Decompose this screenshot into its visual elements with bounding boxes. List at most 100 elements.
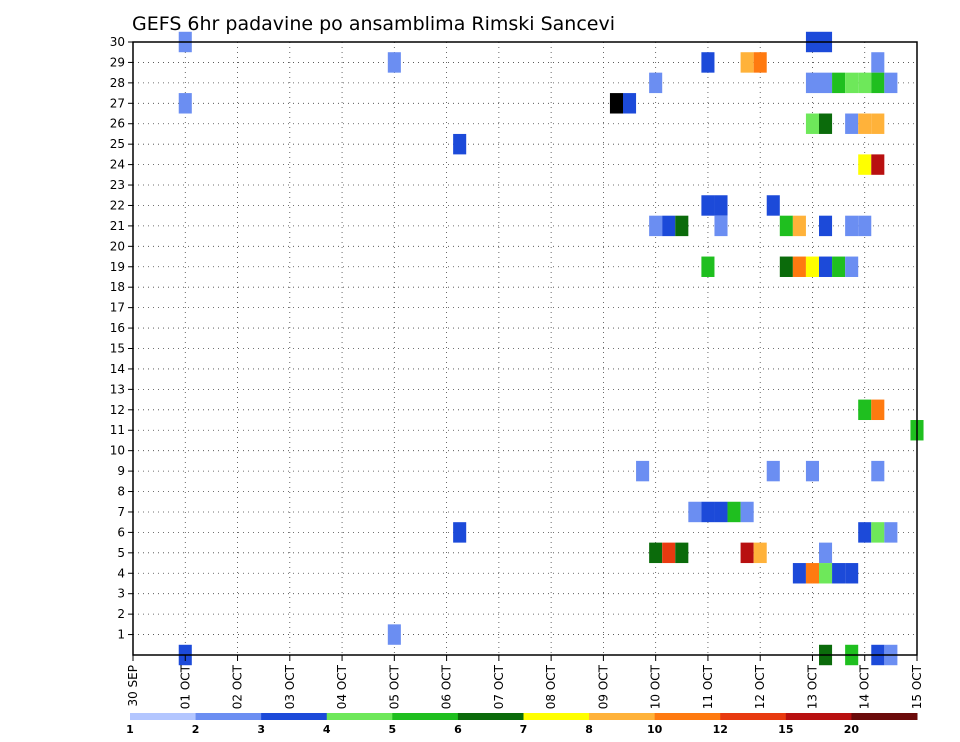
precip-cell bbox=[779, 256, 793, 277]
colorbar-swatch bbox=[130, 713, 197, 720]
precip-cell bbox=[805, 72, 819, 94]
precip-cell bbox=[792, 256, 806, 277]
data-cells bbox=[178, 31, 924, 666]
precip-cell bbox=[871, 399, 885, 421]
y-tick-label: 14 bbox=[110, 362, 125, 376]
precip-cell bbox=[387, 624, 401, 645]
precip-cell bbox=[845, 256, 859, 277]
x-tick-label: 30 SEP bbox=[126, 665, 140, 707]
precip-cell bbox=[871, 72, 885, 94]
precip-cell bbox=[858, 215, 872, 237]
x-tick-label: 12 OCT bbox=[753, 664, 767, 709]
colorbar-label: 5 bbox=[389, 723, 397, 736]
y-tick-label: 10 bbox=[110, 444, 125, 458]
precip-cell bbox=[779, 215, 793, 237]
y-tick-label: 13 bbox=[110, 382, 125, 396]
precip-cell bbox=[662, 542, 676, 564]
precip-cell bbox=[845, 113, 859, 134]
precip-cell bbox=[701, 501, 715, 523]
precip-cell bbox=[845, 563, 859, 584]
precip-cell bbox=[792, 563, 806, 584]
precip-cell bbox=[714, 501, 728, 523]
y-tick-label: 3 bbox=[117, 587, 125, 601]
colorbar-swatch bbox=[589, 713, 656, 720]
colorbar-swatch bbox=[851, 713, 918, 720]
y-tick-label: 5 bbox=[117, 546, 125, 560]
precip-cell bbox=[740, 542, 754, 564]
y-tick-label: 26 bbox=[110, 117, 125, 131]
precip-cell bbox=[805, 256, 819, 277]
precip-cell bbox=[845, 72, 859, 94]
precip-cell bbox=[871, 522, 885, 543]
precip-cell bbox=[623, 93, 637, 114]
x-tick-label: 03 OCT bbox=[283, 664, 297, 709]
precip-cell bbox=[675, 215, 689, 237]
y-tick-label: 7 bbox=[117, 505, 125, 519]
x-axis: 30 SEP 01 OCT 02 OCT 03 OCT 04 OCT 05 OCT 06 O… bbox=[126, 655, 924, 709]
precip-cell bbox=[453, 133, 467, 155]
y-tick-label: 20 bbox=[110, 239, 125, 253]
y-axis: 1234567891011121314151617181920212223242… bbox=[110, 35, 133, 642]
precip-cell bbox=[740, 52, 754, 73]
x-tick-label: 06 OCT bbox=[440, 664, 454, 709]
y-tick-label: 15 bbox=[110, 342, 125, 356]
precip-cell bbox=[805, 113, 819, 134]
x-tick-label: 08 OCT bbox=[544, 664, 558, 709]
y-tick-label: 28 bbox=[110, 76, 125, 90]
precip-cell bbox=[858, 522, 872, 543]
precip-cell bbox=[819, 563, 833, 584]
y-tick-label: 6 bbox=[117, 525, 125, 539]
precip-cell bbox=[727, 501, 741, 523]
x-tick-label: 05 OCT bbox=[387, 664, 401, 709]
colorbar-swatch bbox=[785, 713, 852, 720]
precip-cell bbox=[819, 113, 833, 134]
precip-cell bbox=[740, 501, 754, 523]
y-tick-label: 21 bbox=[110, 219, 125, 233]
colorbar-label: 4 bbox=[323, 723, 331, 736]
y-tick-label: 17 bbox=[110, 301, 125, 315]
precip-cell bbox=[766, 195, 780, 216]
x-tick-label: 14 OCT bbox=[858, 664, 872, 709]
colorbar-label: 1 bbox=[126, 723, 134, 736]
precip-cell bbox=[609, 93, 623, 114]
y-tick-label: 9 bbox=[117, 464, 125, 478]
precip-cell bbox=[884, 72, 898, 94]
precip-cell bbox=[688, 501, 702, 523]
precip-cell bbox=[714, 215, 728, 237]
x-tick-label: 11 OCT bbox=[701, 664, 715, 709]
precip-cell bbox=[858, 399, 872, 421]
colorbar-label: 8 bbox=[585, 723, 593, 736]
precip-cell bbox=[858, 154, 872, 175]
colorbar-swatch bbox=[523, 713, 590, 720]
colorbar-swatch bbox=[261, 713, 328, 720]
y-tick-label: 1 bbox=[117, 628, 125, 642]
precip-cell bbox=[858, 72, 872, 94]
colorbar-label: 10 bbox=[647, 723, 663, 736]
y-tick-label: 24 bbox=[110, 158, 125, 172]
colorbar-label: 3 bbox=[257, 723, 265, 736]
precip-cell bbox=[871, 52, 885, 73]
precip-cell bbox=[858, 113, 872, 134]
colorbar-swatch bbox=[654, 713, 721, 720]
precip-cell bbox=[819, 256, 833, 277]
precip-cell bbox=[636, 460, 650, 482]
colorbar-swatch bbox=[720, 713, 787, 720]
colorbar-swatch bbox=[326, 713, 393, 720]
precip-cell bbox=[701, 52, 715, 73]
precip-cell bbox=[766, 460, 780, 482]
precip-cell bbox=[453, 522, 467, 543]
precip-cell bbox=[649, 72, 663, 94]
x-tick-label: 02 OCT bbox=[231, 664, 245, 709]
y-tick-label: 12 bbox=[110, 403, 125, 417]
precip-cell bbox=[832, 72, 846, 94]
precip-cell bbox=[714, 195, 728, 216]
x-tick-label: 10 OCT bbox=[649, 664, 663, 709]
precip-cell bbox=[805, 460, 819, 482]
precip-cell bbox=[753, 52, 767, 73]
precip-cell bbox=[792, 215, 806, 237]
colorbar-swatch bbox=[195, 713, 262, 720]
colorbar-label: 20 bbox=[844, 723, 860, 736]
precip-cell bbox=[387, 52, 401, 73]
x-tick-label: 13 OCT bbox=[805, 664, 819, 709]
colorbar-label: 15 bbox=[778, 723, 793, 736]
